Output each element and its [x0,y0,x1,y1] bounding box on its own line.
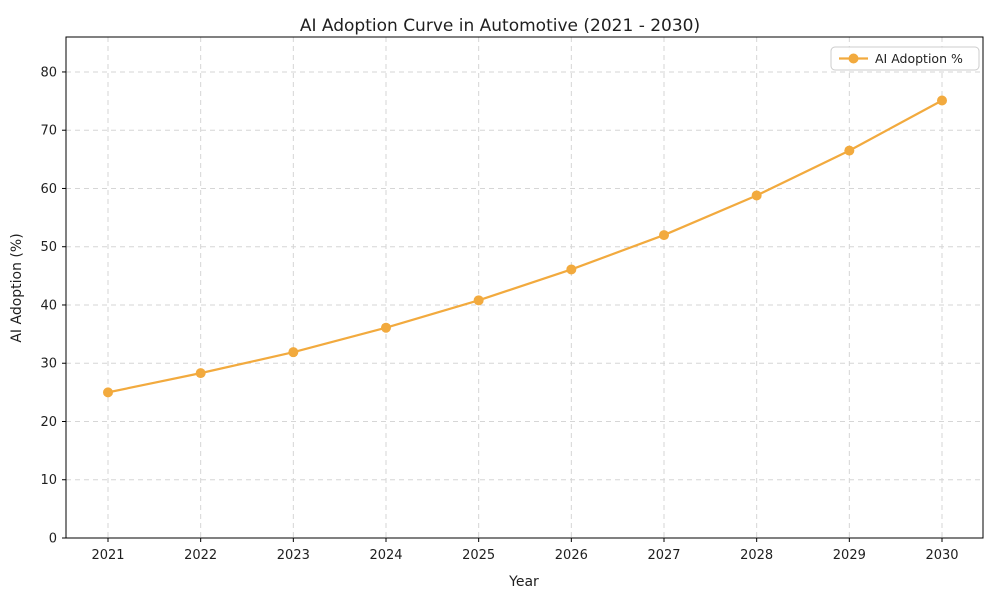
data-point [103,387,113,398]
axes-layer: 2021 2022 2023 2024 2025 2026 2027 2028 2029 2030… [40,36,984,563]
x-tick-label: 2030 [925,548,958,563]
data-point [751,190,762,201]
data-point [195,368,206,379]
y-tick-label: 0 [49,532,57,547]
y-tick-label: 10 [40,473,57,488]
y-tick-label: 80 [40,65,57,80]
grid-layer [66,37,983,539]
x-tick-label: 2027 [647,548,680,563]
data-line [106,99,944,394]
legend: AI Adoption % [830,46,980,71]
x-tick-label: 2022 [184,548,217,563]
data-point [566,264,577,275]
y-tick-label: 70 [40,124,57,139]
legend-frame [830,46,980,71]
series-layer [103,95,947,398]
y-tick-label: 20 [40,415,57,430]
x-tick-label: 2025 [462,548,495,563]
data-point [844,145,855,156]
y-tick-label: 30 [40,357,57,372]
data-point [937,95,947,106]
chart-title: AI Adoption Curve in Automotive (2021 - … [300,16,700,36]
y-axis-label: AI Adoption (%) [9,233,25,342]
data-point [473,295,484,306]
x-axis-label: Year [508,574,539,590]
data-point [288,347,299,358]
x-tick-label: 2026 [555,548,588,563]
x-tick-label: 2029 [833,548,866,563]
x-tick-label: 2024 [369,548,402,563]
x-tick-label: 2028 [740,548,773,563]
x-tick-label: 2023 [277,548,310,563]
x-tick-label: 2021 [91,548,124,563]
data-point [381,322,391,333]
y-tick-label: 40 [40,298,57,313]
legend-marker [848,53,859,64]
data-point [659,230,669,241]
plot-border [65,36,984,539]
y-tick-label: 60 [40,182,57,197]
legend-label: AI Adoption % [875,51,963,66]
y-tick-label: 50 [40,240,57,255]
